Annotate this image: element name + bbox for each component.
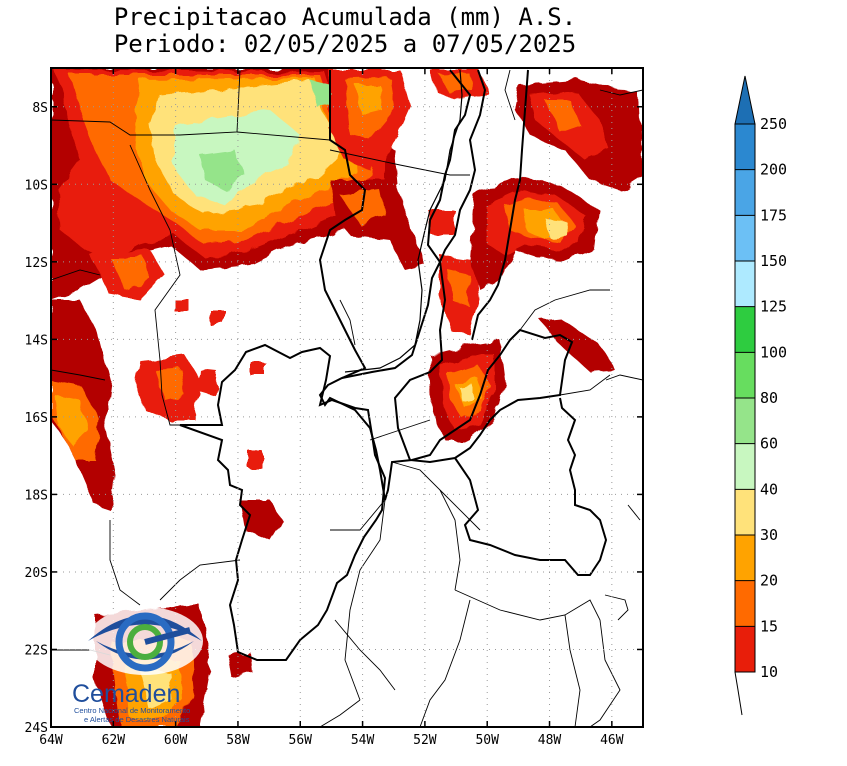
- y-tick-label: 12S: [25, 256, 48, 271]
- y-tick-label: 14S: [25, 333, 48, 348]
- y-tick-label: 16S: [25, 411, 48, 426]
- y-tick-label: 24S: [25, 721, 48, 736]
- colorbar-label: 100: [760, 343, 787, 361]
- colorbar-label: 125: [760, 298, 787, 316]
- colorbar-label: 60: [760, 435, 778, 453]
- x-tick-label: 50W: [475, 733, 499, 748]
- x-tick-label: 64W: [39, 733, 63, 748]
- state-border-goias: [318, 258, 574, 501]
- y-axis-ticks: 8S 10S 12S 14S 16S 18S 20S 22S 24S: [25, 101, 643, 736]
- colorbar-label: 80: [760, 389, 778, 407]
- map-frame: [50, 67, 644, 728]
- colorbar-label: 30: [760, 526, 778, 544]
- colorbar-label: 200: [760, 161, 787, 179]
- cemaden-logo: Cemaden Centro Nacional de Monitoramento…: [72, 607, 203, 724]
- state-border-minas-gerais: [454, 397, 608, 576]
- cemaden-logo-mark: [87, 607, 203, 675]
- state-border-bahia: [471, 69, 529, 341]
- x-tick-label: 48W: [538, 733, 562, 748]
- colorbar-label: 10: [760, 663, 778, 681]
- colorbar-swatch: [735, 398, 755, 444]
- colorbar-swatch: [735, 535, 755, 581]
- x-axis-ticks: 64W 62W 60W 58W 56W 54W 52W 50W 48W 46W: [39, 68, 624, 748]
- x-tick-label: 56W: [289, 733, 313, 748]
- colorbar-swatch: [735, 443, 755, 490]
- colorbar-top-arrow: [734, 75, 756, 125]
- colorbar-swatch: [735, 626, 755, 672]
- x-tick-label: 60W: [164, 733, 188, 748]
- colorbar-swatch: [735, 124, 755, 170]
- state-border-mato-grosso-do-sul: [179, 343, 387, 661]
- colorbar-label: 40: [760, 480, 778, 498]
- cemaden-logo-name: Cemaden: [72, 680, 180, 708]
- map-title-line2: Periodo: 02/05/2025 a 07/05/2025: [113, 30, 577, 58]
- y-tick-label: 18S: [25, 488, 48, 503]
- x-tick-label: 62W: [102, 733, 126, 748]
- political-boundaries: [51, 69, 643, 727]
- colorbar-swatch: [735, 352, 755, 398]
- colorbar-swatch: [735, 215, 755, 261]
- rain-cluster-west: [51, 250, 218, 510]
- colorbar-swatch: [735, 489, 755, 535]
- state-border-tocantins-west: [439, 69, 487, 263]
- river-araguaia: [344, 69, 463, 373]
- x-tick-label: 54W: [351, 733, 375, 748]
- colorbar-label: 20: [760, 572, 778, 590]
- colorbar-swatch: [735, 169, 755, 216]
- y-tick-label: 22S: [25, 643, 48, 658]
- y-tick-label: 10S: [25, 178, 48, 193]
- colorbar-label: 250: [760, 115, 787, 133]
- colorbar-swatch: [735, 261, 755, 307]
- colorbar-label: 15: [760, 617, 778, 635]
- rain-cluster-northwest: [51, 68, 398, 300]
- map-title-line1: Precipitacao Acumulada (mm) A.S.: [113, 3, 577, 31]
- colorbar-bottom-tail: [734, 671, 743, 716]
- colorbar: 250 200 175 150 125 100 80 60 40 30 20 15 10: [734, 75, 787, 716]
- x-tick-label: 46W: [600, 733, 624, 748]
- cemaden-logo-subtitle-2: e Alertas de Desastres Naturais: [84, 715, 190, 724]
- x-tick-label: 58W: [226, 733, 250, 748]
- colorbar-swatch: [735, 580, 755, 627]
- precipitation-field: [51, 68, 643, 727]
- cemaden-logo-subtitle-1: Centro Nacional de Monitoramento: [74, 706, 190, 715]
- y-tick-label: 8S: [32, 101, 48, 116]
- state-border-mato-grosso-north: [318, 70, 367, 379]
- colorbar-label: 150: [760, 252, 787, 270]
- colorbar-label: 175: [760, 206, 787, 224]
- colorbar-swatch: [735, 306, 755, 353]
- y-tick-label: 20S: [25, 566, 48, 581]
- x-tick-label: 52W: [413, 733, 437, 748]
